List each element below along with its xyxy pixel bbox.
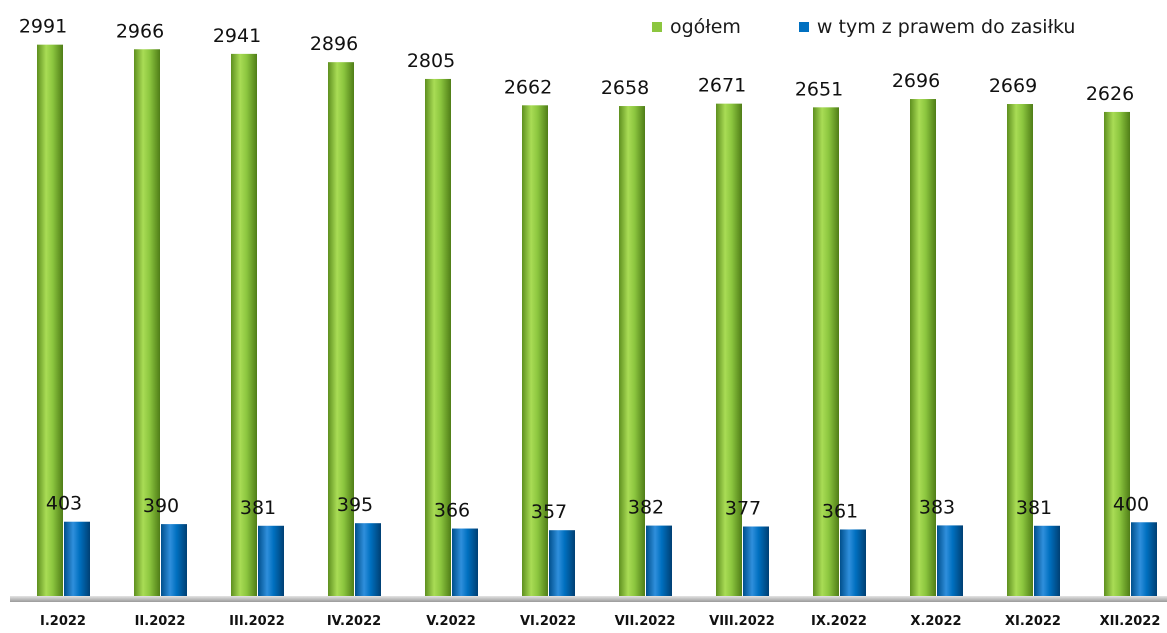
x-tick-label-3: III.2022: [229, 614, 285, 628]
legend-label-benefit: w tym z prawem do zasiłku: [816, 16, 1076, 38]
bar-total-4: [328, 62, 354, 597]
data-label-benefit-11: 381: [1016, 497, 1052, 519]
x-tick-label-12: XII.2022: [1100, 614, 1161, 628]
chart-floor: [10, 596, 1167, 602]
data-label-benefit-3: 381: [240, 497, 276, 519]
x-tick-label-9: IX.2022: [811, 614, 867, 628]
bar-benefit-12: [1131, 522, 1157, 596]
data-label-total-6: 2662: [504, 76, 552, 98]
x-tick-label-5: V.2022: [426, 614, 476, 628]
bar-benefit-5: [452, 528, 478, 596]
x-tick-label-4: IV.2022: [327, 614, 381, 628]
data-label-benefit-9: 361: [822, 500, 858, 522]
bar-benefit-10: [937, 525, 963, 596]
bar-total-11: [1007, 104, 1033, 596]
bar-total-8: [716, 103, 742, 597]
data-label-benefit-7: 382: [628, 497, 664, 519]
data-label-benefit-10: 383: [919, 496, 955, 518]
legend-label-total: ogółem: [670, 16, 741, 38]
data-label-total-5: 2805: [407, 50, 455, 72]
bar-total-7: [619, 106, 645, 597]
bar-total-9: [813, 107, 839, 596]
data-label-total-2: 2966: [116, 20, 164, 42]
bar-total-1: [37, 44, 63, 597]
data-label-total-8: 2671: [698, 75, 746, 97]
x-tick-label-1: I.2022: [40, 614, 86, 628]
bar-total-10: [910, 99, 936, 597]
bar-benefit-6: [549, 530, 575, 596]
bar-benefit-1: [64, 521, 90, 596]
data-label-total-10: 2696: [892, 70, 940, 92]
bar-total-3: [231, 53, 257, 596]
data-label-total-9: 2651: [795, 78, 843, 100]
data-label-benefit-5: 366: [434, 500, 470, 522]
x-tick-label-7: VII.2022: [615, 614, 676, 628]
data-label-benefit-4: 395: [337, 494, 373, 516]
data-label-total-1: 2991: [19, 16, 67, 38]
data-label-total-7: 2658: [601, 77, 649, 99]
chart-legend: ogółem w tym z prawem do zasiłku: [652, 16, 1075, 38]
data-label-benefit-6: 357: [531, 501, 567, 523]
x-tick-label-11: XI.2022: [1005, 614, 1061, 628]
bar-benefit-8: [743, 526, 769, 596]
data-label-benefit-12: 400: [1113, 493, 1149, 515]
bar-benefit-4: [355, 523, 381, 596]
x-tick-label-8: VIII.2022: [709, 614, 775, 628]
legend-item-benefit: w tym z prawem do zasiłku: [798, 16, 1076, 38]
bar-benefit-3: [258, 525, 284, 596]
bar-total-12: [1104, 111, 1130, 596]
bar-benefit-9: [840, 529, 866, 596]
bar-total-6: [522, 105, 548, 597]
data-label-total-11: 2669: [989, 75, 1037, 97]
data-label-total-12: 2626: [1086, 83, 1134, 105]
bar-total-2: [134, 49, 160, 596]
legend-item-total: ogółem: [652, 16, 741, 38]
data-label-total-4: 2896: [310, 33, 358, 55]
legend-swatch-total: [652, 22, 662, 32]
bar-benefit-11: [1034, 525, 1060, 596]
x-tick-label-6: VI.2022: [520, 614, 576, 628]
data-label-benefit-1: 403: [46, 493, 82, 515]
bar-total-5: [425, 78, 451, 596]
data-label-benefit-2: 390: [143, 495, 179, 517]
x-tick-label-2: II.2022: [135, 614, 186, 628]
x-tick-label-10: X.2022: [910, 614, 961, 628]
bar-benefit-2: [161, 524, 187, 596]
bar-benefit-7: [646, 525, 672, 596]
data-label-benefit-8: 377: [725, 498, 761, 520]
legend-swatch-benefit: [798, 22, 809, 32]
data-label-total-3: 2941: [213, 25, 261, 47]
